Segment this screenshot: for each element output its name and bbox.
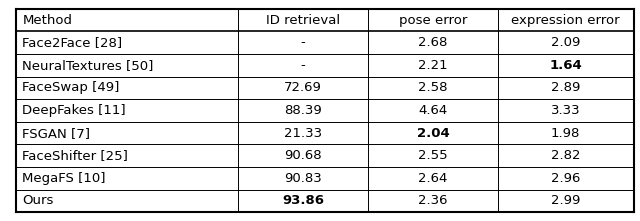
- Text: 3.33: 3.33: [551, 104, 580, 117]
- Text: 1.64: 1.64: [549, 59, 582, 72]
- Text: 2.36: 2.36: [418, 194, 447, 207]
- Text: FSGAN [7]: FSGAN [7]: [22, 127, 90, 140]
- Text: 2.58: 2.58: [418, 81, 447, 94]
- Text: DeepFakes [11]: DeepFakes [11]: [22, 104, 126, 117]
- Text: -: -: [301, 59, 305, 72]
- Text: 93.86: 93.86: [282, 194, 324, 207]
- Text: 90.83: 90.83: [284, 172, 322, 185]
- Text: 90.68: 90.68: [284, 149, 322, 162]
- Text: 2.68: 2.68: [418, 36, 447, 49]
- Text: 2.21: 2.21: [418, 59, 448, 72]
- Text: 2.82: 2.82: [551, 149, 580, 162]
- Text: 2.89: 2.89: [551, 81, 580, 94]
- Text: 2.99: 2.99: [551, 194, 580, 207]
- Text: FaceShifter [25]: FaceShifter [25]: [22, 149, 128, 162]
- Text: 2.04: 2.04: [417, 127, 449, 140]
- Text: NeuralTextures [50]: NeuralTextures [50]: [22, 59, 154, 72]
- Text: ID retrieval: ID retrieval: [266, 14, 340, 27]
- Text: 88.39: 88.39: [284, 104, 322, 117]
- Text: 72.69: 72.69: [284, 81, 322, 94]
- Text: FaceSwap [49]: FaceSwap [49]: [22, 81, 120, 94]
- Text: 4.64: 4.64: [419, 104, 447, 117]
- Text: 2.55: 2.55: [418, 149, 448, 162]
- Text: Method: Method: [22, 14, 72, 27]
- Text: 21.33: 21.33: [284, 127, 323, 140]
- Text: 2.09: 2.09: [551, 36, 580, 49]
- Text: 1.98: 1.98: [551, 127, 580, 140]
- Text: MegaFS [10]: MegaFS [10]: [22, 172, 106, 185]
- Text: 2.96: 2.96: [551, 172, 580, 185]
- Text: Ours: Ours: [22, 194, 54, 207]
- Text: pose error: pose error: [399, 14, 467, 27]
- Text: expression error: expression error: [511, 14, 620, 27]
- Text: 2.64: 2.64: [418, 172, 447, 185]
- Text: Face2Face [28]: Face2Face [28]: [22, 36, 122, 49]
- Text: -: -: [301, 36, 305, 49]
